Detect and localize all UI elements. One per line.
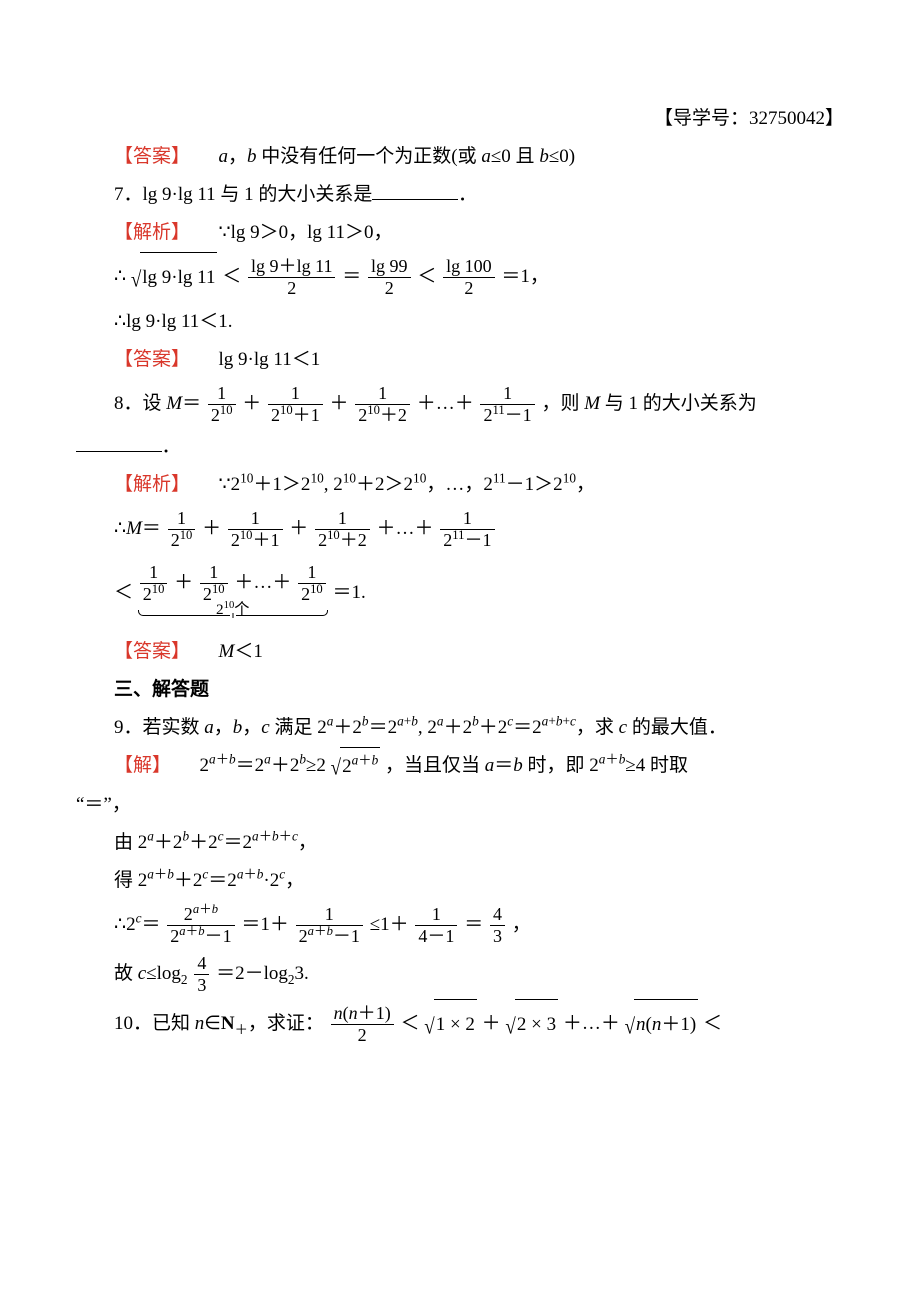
- q7-analysis-3: ∴lg 9·lg 11＜1.: [76, 303, 844, 341]
- q8-blank-line: ．: [76, 428, 844, 466]
- q7-answer: 【答案】 lg 9·lg 11＜1: [76, 341, 844, 379]
- sqrt: √2a＋b: [331, 747, 381, 786]
- blank: [372, 182, 458, 200]
- underbrace: 1210 ＋ 1210 ＋…＋ 1210 210个: [138, 554, 328, 633]
- q7-analysis-2: ∴ √lg 9·lg 11 ＜ lg 9＋lg 112 ＝ lg 992 ＜ l…: [76, 252, 844, 303]
- answer-label: 【答案】: [114, 146, 190, 167]
- sqrt: √2 × 3: [505, 999, 558, 1049]
- q9-sol-2: 由 2a＋2b＋2c＝2a＋b＋c，: [76, 824, 844, 862]
- q9-sol-5: 故 c≤log2 43 ＝2－log23.: [76, 949, 844, 998]
- solution-label: 【解】: [114, 755, 171, 776]
- q7-stem: 7．lg 9·lg 11 与 1 的大小关系是．: [76, 176, 844, 214]
- q9-stem: 9．若实数 a，b，c 满足 2a＋2b＝2a+b, 2a＋2b＋2c＝2a+b…: [76, 709, 844, 747]
- q9-sol-4: ∴2c＝ 2a＋b2a＋b－1 ＝1＋ 12a＋b－1 ≤1＋ 14－1 ＝ 4…: [76, 900, 844, 949]
- answer-label: 【答案】: [114, 641, 190, 662]
- q9-sol-1: 【解】 2a＋b＝2a＋2b≥2 √2a＋b ，当且仅当 a＝b 时，即 2a＋…: [76, 747, 844, 786]
- q9-sol-1b: “＝”，: [76, 786, 844, 824]
- sqrt: √n(n＋1): [625, 999, 699, 1049]
- answer-label: 【答案】: [114, 349, 190, 370]
- q7-analysis-1: 【解析】 ∵lg 9＞0，lg 11＞0，: [76, 214, 844, 252]
- analysis-label: 【解析】: [114, 222, 190, 243]
- section-heading: 三、解答题: [76, 671, 844, 709]
- blank: [76, 434, 162, 452]
- q8-analysis-3: ＜ 1210 ＋ 1210 ＋…＋ 1210 210个 ＝1.: [76, 554, 844, 633]
- sqrt: √lg 9·lg 11: [131, 252, 218, 302]
- q8-answer: 【答案】 M＜1: [76, 633, 844, 671]
- q8-analysis-1: 【解析】 ∵210＋1＞210, 210＋2＞210，…，211－1＞210，: [76, 466, 844, 504]
- q8-stem: 8．设 M＝ 1210 ＋ 1210＋1 ＋ 1210＋2 ＋…＋ 1211－1…: [76, 379, 844, 428]
- q8-analysis-2: ∴M＝ 1210 ＋ 1210＋1 ＋ 1210＋2 ＋…＋ 1211－1: [76, 504, 844, 553]
- q10-stem: 10．已知 n∈N＋，求证： n(n＋1)2 ＜ √1 × 2 ＋ √2 × 3…: [76, 999, 844, 1050]
- q9-sol-3: 得 2a＋b＋2c＝2a＋b·2c，: [76, 862, 844, 900]
- sqrt: √1 × 2: [424, 999, 477, 1049]
- q6-answer-line: 【答案】 a，b 中没有任何一个为正数(或 a≤0 且 b≤0): [76, 138, 844, 176]
- analysis-label: 【解析】: [114, 474, 190, 495]
- guide-number: 【导学号：32750042】: [76, 100, 844, 138]
